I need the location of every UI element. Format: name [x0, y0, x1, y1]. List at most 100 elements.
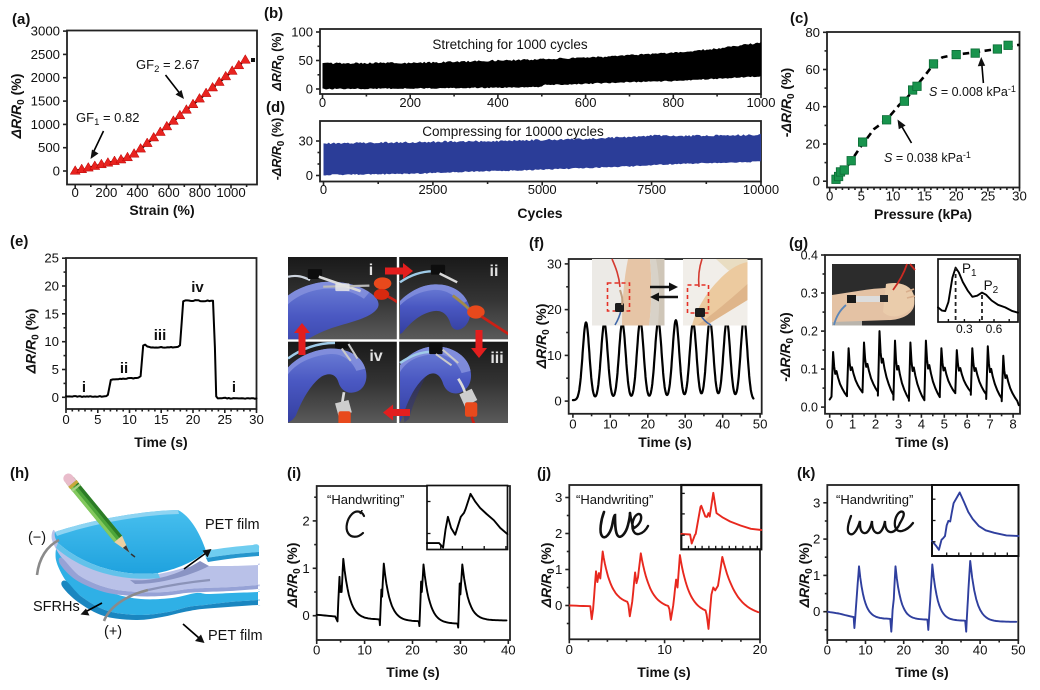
svg-text:400: 400 — [126, 185, 148, 200]
svg-text:(i): (i) — [287, 465, 301, 482]
svg-text:(h): (h) — [10, 465, 29, 482]
svg-text:20: 20 — [805, 137, 820, 152]
svg-text:0: 0 — [566, 642, 573, 657]
svg-text:iv: iv — [191, 279, 204, 296]
svg-text:2: 2 — [872, 417, 879, 432]
svg-text:0: 0 — [555, 598, 562, 613]
svg-text:1000: 1000 — [216, 185, 245, 200]
svg-text:ii: ii — [490, 263, 499, 280]
svg-text:10: 10 — [122, 412, 137, 427]
svg-text:ΔR/R0 (%): ΔR/R0 (%) — [284, 543, 303, 609]
svg-text:30: 30 — [935, 643, 950, 658]
svg-text:20: 20 — [949, 189, 964, 204]
svg-text:5: 5 — [52, 362, 59, 377]
svg-text:7500: 7500 — [637, 182, 666, 197]
svg-text:-ΔR/R0 (%): -ΔR/R0 (%) — [270, 118, 287, 181]
svg-text:20: 20 — [896, 643, 911, 658]
svg-text:0: 0 — [52, 390, 59, 405]
svg-text:15: 15 — [917, 189, 932, 204]
svg-text:0.2: 0.2 — [801, 325, 818, 339]
svg-text:(c): (c) — [790, 10, 808, 27]
svg-text:25: 25 — [217, 412, 232, 427]
svg-text:0: 0 — [306, 168, 313, 183]
svg-text:80: 80 — [805, 25, 820, 40]
svg-text:10000: 10000 — [743, 182, 779, 197]
svg-text:20: 20 — [547, 302, 562, 317]
svg-text:PET film: PET film — [208, 628, 263, 644]
svg-text:0.3: 0.3 — [801, 287, 818, 301]
svg-text:10: 10 — [858, 643, 873, 658]
svg-text:20: 20 — [640, 417, 655, 432]
svg-text:30: 30 — [678, 417, 693, 432]
svg-text:10: 10 — [44, 334, 59, 349]
svg-text:60: 60 — [805, 62, 820, 77]
svg-text:ΔR/R0 (%): ΔR/R0 (%) — [533, 304, 552, 370]
svg-text:10: 10 — [357, 643, 372, 658]
svg-text:4: 4 — [918, 417, 925, 432]
svg-text:iii: iii — [154, 327, 167, 344]
svg-text:0.1: 0.1 — [801, 363, 818, 377]
svg-text:S = 0.008 kPa-1: S = 0.008 kPa-1 — [929, 84, 1016, 99]
svg-text:600: 600 — [158, 185, 180, 200]
svg-text:3: 3 — [813, 495, 820, 510]
svg-text:Time (s): Time (s) — [134, 434, 187, 450]
svg-text:25: 25 — [44, 251, 59, 266]
svg-text:(k): (k) — [797, 465, 815, 482]
svg-text:500: 500 — [38, 140, 60, 155]
svg-text:Time (s): Time (s) — [895, 434, 948, 450]
svg-text:Stretching for 1000 cycles: Stretching for 1000 cycles — [432, 37, 588, 52]
svg-text:iv: iv — [369, 348, 382, 365]
svg-text:0: 0 — [826, 417, 833, 432]
svg-text:i: i — [232, 379, 236, 396]
svg-text:GF2 = 2.67: GF2 = 2.67 — [136, 57, 199, 75]
svg-text:0.6: 0.6 — [986, 322, 1003, 336]
svg-text:8: 8 — [1009, 417, 1016, 432]
svg-text:5: 5 — [941, 417, 948, 432]
svg-text:“Handwriting”: “Handwriting” — [327, 492, 404, 507]
svg-text:0: 0 — [53, 164, 60, 179]
svg-text:“Handwriting”: “Handwriting” — [836, 492, 913, 507]
svg-text:25: 25 — [981, 189, 996, 204]
svg-text:10: 10 — [886, 189, 901, 204]
svg-text:2: 2 — [813, 532, 820, 547]
svg-text:ΔR/R0 (%): ΔR/R0 (%) — [538, 543, 557, 609]
svg-text:(−): (−) — [28, 530, 46, 546]
svg-text:40: 40 — [715, 417, 730, 432]
svg-text:20: 20 — [44, 279, 59, 294]
svg-text:30: 30 — [249, 412, 264, 427]
svg-text:Time (s): Time (s) — [895, 664, 948, 680]
svg-text:1: 1 — [813, 568, 820, 583]
svg-text:30: 30 — [453, 643, 468, 658]
svg-text:iii: iii — [490, 350, 503, 367]
svg-text:Time (s): Time (s) — [386, 664, 439, 680]
svg-text:S = 0.038 kPa-1: S = 0.038 kPa-1 — [884, 150, 971, 165]
svg-text:Pressure (kPa): Pressure (kPa) — [874, 206, 972, 222]
svg-text:1000: 1000 — [747, 95, 776, 110]
svg-text:SFRHs: SFRHs — [33, 599, 80, 615]
svg-text:1: 1 — [849, 417, 856, 432]
svg-text:(g): (g) — [789, 235, 808, 252]
svg-text:5: 5 — [858, 189, 865, 204]
svg-text:2500: 2500 — [418, 182, 447, 197]
svg-text:3000: 3000 — [31, 24, 60, 39]
svg-text:10: 10 — [603, 417, 618, 432]
svg-text:(e): (e) — [10, 233, 28, 250]
svg-text:Time (s): Time (s) — [638, 434, 691, 450]
svg-text:30: 30 — [547, 256, 562, 271]
svg-text:ii: ii — [120, 360, 128, 377]
svg-text:1: 1 — [555, 562, 562, 577]
svg-text:40: 40 — [501, 643, 516, 658]
svg-text:0: 0 — [813, 604, 820, 619]
svg-text:100: 100 — [291, 25, 313, 40]
svg-text:600: 600 — [575, 95, 597, 110]
svg-text:(a): (a) — [12, 11, 30, 28]
svg-text:40: 40 — [805, 99, 820, 114]
svg-text:0: 0 — [569, 417, 576, 432]
svg-text:(j): (j) — [537, 465, 551, 482]
svg-text:0: 0 — [554, 394, 561, 409]
svg-text:40: 40 — [973, 643, 988, 658]
svg-text:0.3: 0.3 — [956, 322, 973, 336]
svg-text:0: 0 — [313, 643, 320, 658]
svg-text:0: 0 — [824, 643, 831, 658]
svg-text:0: 0 — [306, 82, 313, 97]
